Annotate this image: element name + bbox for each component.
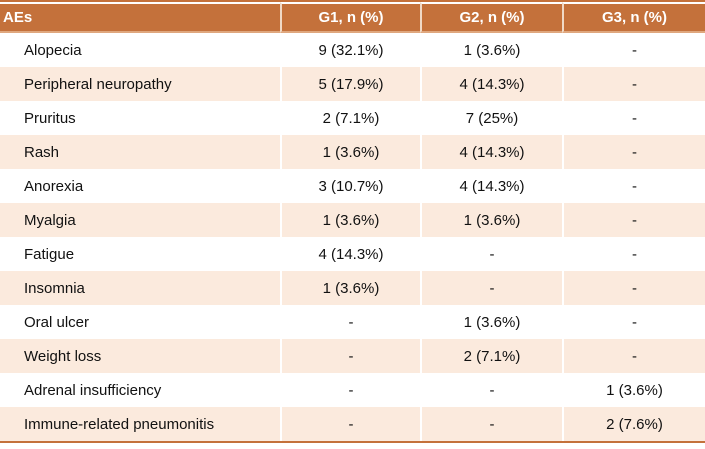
g2-value-cell: - xyxy=(420,237,562,271)
g3-value-cell: 2 (7.6%) xyxy=(562,407,705,441)
table-row: Myalgia 1 (3.6%) 1 (3.6%) - xyxy=(0,203,705,237)
g3-value-cell: - xyxy=(562,339,705,373)
ae-name-cell: Immune-related pneumonitis xyxy=(0,407,280,441)
column-header-g2: G2, n (%) xyxy=(420,2,562,33)
g1-value-cell: 1 (3.6%) xyxy=(280,271,420,305)
g1-value-cell: 1 (3.6%) xyxy=(280,203,420,237)
table-row: Peripheral neuropathy 5 (17.9%) 4 (14.3%) - xyxy=(0,67,705,101)
ae-name-cell: Rash xyxy=(0,135,280,169)
table-row: Anorexia 3 (10.7%) 4 (14.3%) - xyxy=(0,169,705,203)
g1-value-cell: 3 (10.7%) xyxy=(280,169,420,203)
g2-value-cell: 4 (14.3%) xyxy=(420,135,562,169)
g2-value-cell: 7 (25%) xyxy=(420,101,562,135)
table-row: Oral ulcer -1 (3.6%) - xyxy=(0,305,705,339)
g2-value-cell: 4 (14.3%) xyxy=(420,169,562,203)
ae-name-cell: Adrenal insufficiency xyxy=(0,373,280,407)
table-row: Adrenal insufficiency - -1 (3.6%) xyxy=(0,373,705,407)
table-row: Alopecia 9 (32.1%) 1 (3.6%) - xyxy=(0,33,705,67)
g1-value-cell: - xyxy=(280,305,420,339)
table-row: Immune-related pneumonitis - -2 (7.6%) xyxy=(0,407,705,441)
ae-name-cell: Peripheral neuropathy xyxy=(0,67,280,101)
g2-value-cell: 2 (7.1%) xyxy=(420,339,562,373)
g2-value-cell: 1 (3.6%) xyxy=(420,33,562,67)
ae-name-cell: Anorexia xyxy=(0,169,280,203)
ae-name-cell: Alopecia xyxy=(0,33,280,67)
g1-value-cell: 2 (7.1%) xyxy=(280,101,420,135)
g2-value-cell: - xyxy=(420,407,562,441)
g3-value-cell: - xyxy=(562,237,705,271)
table-row: Pruritus 2 (7.1%) 7 (25%) - xyxy=(0,101,705,135)
column-header-g3: G3, n (%) xyxy=(562,2,705,33)
ae-name-cell: Pruritus xyxy=(0,101,280,135)
g1-value-cell: 4 (14.3%) xyxy=(280,237,420,271)
g3-value-cell: - xyxy=(562,203,705,237)
g1-value-cell: - xyxy=(280,407,420,441)
g1-value-cell: 5 (17.9%) xyxy=(280,67,420,101)
g1-value-cell: - xyxy=(280,373,420,407)
ae-name-cell: Myalgia xyxy=(0,203,280,237)
g3-value-cell: - xyxy=(562,135,705,169)
g2-value-cell: 4 (14.3%) xyxy=(420,67,562,101)
column-header-aes: AEs xyxy=(0,2,280,33)
g2-value-cell: - xyxy=(420,271,562,305)
g3-value-cell: - xyxy=(562,33,705,67)
g2-value-cell: 1 (3.6%) xyxy=(420,203,562,237)
g3-value-cell: - xyxy=(562,271,705,305)
table-body: Alopecia 9 (32.1%) 1 (3.6%) - Peripheral neu… xyxy=(0,33,705,441)
g3-value-cell: 1 (3.6%) xyxy=(562,373,705,407)
g1-value-cell: 1 (3.6%) xyxy=(280,135,420,169)
g2-value-cell: - xyxy=(420,373,562,407)
g1-value-cell: 9 (32.1%) xyxy=(280,33,420,67)
table-row: Rash 1 (3.6%) 4 (14.3%) - xyxy=(0,135,705,169)
column-header-g1: G1, n (%) xyxy=(280,2,420,33)
g1-value-cell: - xyxy=(280,339,420,373)
ae-name-cell: Oral ulcer xyxy=(0,305,280,339)
g3-value-cell: - xyxy=(562,67,705,101)
g2-value-cell: 1 (3.6%) xyxy=(420,305,562,339)
ae-name-cell: Weight loss xyxy=(0,339,280,373)
header-row: AEs G1, n (%) G2, n (%) G3, n (%) xyxy=(0,2,705,33)
g3-value-cell: - xyxy=(562,305,705,339)
g3-value-cell: - xyxy=(562,101,705,135)
g3-value-cell: - xyxy=(562,169,705,203)
ae-name-cell: Fatigue xyxy=(0,237,280,271)
table-row: Fatigue 4 (14.3%) - - xyxy=(0,237,705,271)
ae-name-cell: Insomnia xyxy=(0,271,280,305)
table-row: Weight loss -2 (7.1%) - xyxy=(0,339,705,373)
table-row: Insomnia 1 (3.6%) - - xyxy=(0,271,705,305)
